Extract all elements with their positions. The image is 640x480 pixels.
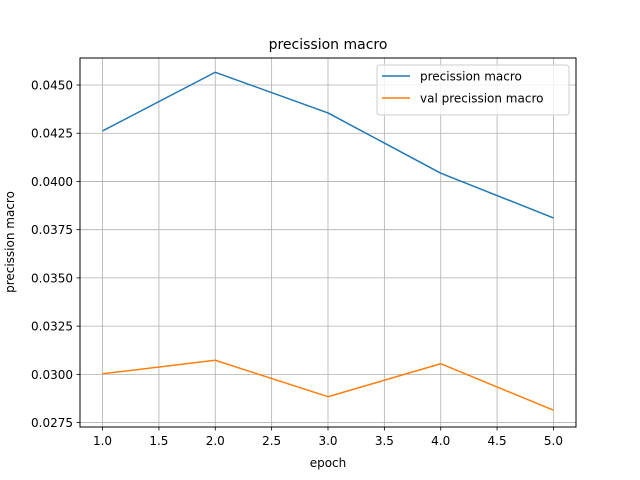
x-tick-label: 2.5: [262, 434, 281, 448]
series-line-1: [102, 71, 554, 219]
x-tick-label: 3.0: [318, 434, 337, 448]
y-tick-label: 0.0450: [31, 79, 73, 93]
legend-box: [376, 64, 570, 116]
x-tick-label: 2.0: [206, 434, 225, 448]
grid-lines: [80, 58, 576, 427]
y-tick-label: 0.0300: [31, 368, 73, 382]
series-lines: [102, 71, 554, 411]
chart-title: precission macro: [269, 37, 388, 53]
legend-label-1: precission macro: [420, 70, 522, 84]
y-tick-label: 0.0275: [31, 416, 73, 430]
y-tick-label: 0.0375: [31, 223, 73, 237]
x-tick-label: 3.5: [375, 434, 394, 448]
x-axis-ticks: 1.0 1.5 2.0 2.5 3.0 3.5 4.0 4.5 5.0: [93, 427, 563, 448]
y-tick-label: 0.0425: [31, 127, 73, 141]
y-tick-label: 0.0350: [31, 271, 73, 285]
x-tick-label: 1.5: [149, 434, 168, 448]
y-tick-label: 0.0325: [31, 320, 73, 334]
y-axis-ticks: 0.0275 0.0300 0.0325 0.0350 0.0375 0.0400 0.04…: [31, 79, 80, 430]
legend-label-2: val precission macro: [420, 92, 543, 106]
y-axis-label: precission macro: [3, 191, 17, 293]
x-tick-label: 4.5: [488, 434, 507, 448]
x-tick-label: 5.0: [544, 434, 563, 448]
x-axis-label: epoch: [310, 456, 347, 470]
x-tick-label: 1.0: [93, 434, 112, 448]
series-line-2: [102, 359, 554, 411]
x-tick-label: 4.0: [431, 434, 450, 448]
legend: precission macro val precission macro: [376, 64, 570, 116]
y-tick-label: 0.0400: [31, 175, 73, 189]
